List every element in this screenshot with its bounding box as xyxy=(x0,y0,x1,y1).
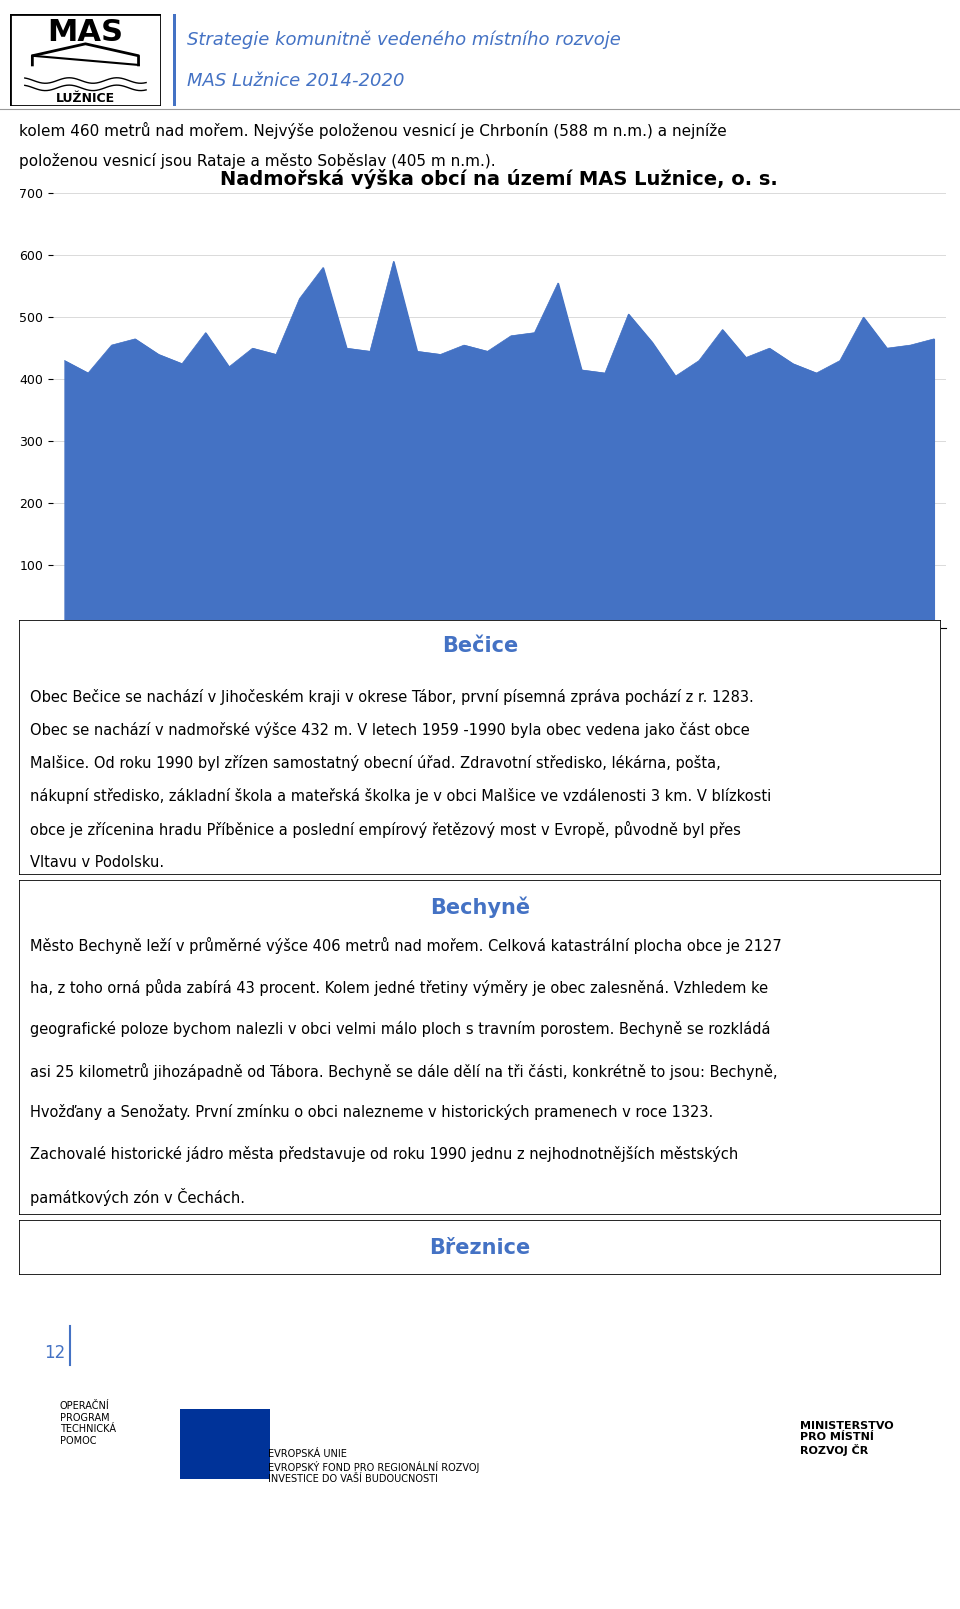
FancyBboxPatch shape xyxy=(180,1408,270,1479)
Text: obce je zřícenina hradu Příběnice a poslední empírový řetězový most v Evropě, pů: obce je zřícenina hradu Příběnice a posl… xyxy=(31,822,741,838)
Text: Malšice. Od roku 1990 byl zřízen samostatný obecní úřad. Zdravotní středisko, lé: Malšice. Od roku 1990 byl zřízen samosta… xyxy=(31,755,721,771)
Text: ha, z toho orná půda zabírá 43 procent. Kolem jedné třetiny výměry je obec zales: ha, z toho orná půda zabírá 43 procent. … xyxy=(31,978,768,996)
Text: geografické poloze bychom nalezli v obci velmi málo ploch s travním porostem. Be: geografické poloze bychom nalezli v obci… xyxy=(31,1020,771,1036)
Text: LUŽNICE: LUŽNICE xyxy=(56,92,115,105)
Text: Hvožďany a Senožaty. První zmínku o obci nalezneme v historických pramenech v ro: Hvožďany a Senožaty. První zmínku o obci… xyxy=(31,1104,713,1120)
Text: Bečice: Bečice xyxy=(442,636,518,655)
Text: kolem 460 metrů nad mořem. Nejvýše položenou vesnicí je Chrbonín (588 m n.m.) a : kolem 460 metrů nad mořem. Nejvýše polož… xyxy=(19,122,727,140)
Text: Bechyně: Bechyně xyxy=(430,896,530,917)
Text: Strategie komunitně vedeného místního rozvoje: Strategie komunitně vedeného místního ro… xyxy=(187,31,621,50)
Text: MINISTERSTVO
PRO MÍSTNÍ
ROZVOJ ČR: MINISTERSTVO PRO MÍSTNÍ ROZVOJ ČR xyxy=(800,1421,894,1456)
FancyBboxPatch shape xyxy=(19,1220,941,1274)
Text: Březnice: Březnice xyxy=(429,1237,531,1258)
Text: položenou vesnicí jsou Rataje a město Soběslav (405 m n.m.).: položenou vesnicí jsou Rataje a město So… xyxy=(19,153,495,169)
Text: OPERAČNÍ
PROGRAM
TECHNICKÁ
POMOC: OPERAČNÍ PROGRAM TECHNICKÁ POMOC xyxy=(60,1401,116,1446)
Text: 12: 12 xyxy=(44,1345,65,1363)
Text: Vltavu v Podolsku.: Vltavu v Podolsku. xyxy=(31,854,164,869)
FancyBboxPatch shape xyxy=(10,14,161,106)
Text: Město Bechyně leží v průměrné výšce 406 metrů nad mořem. Celková katastrální plo: Město Bechyně leží v průměrné výšce 406 … xyxy=(31,936,782,954)
Text: Obec Bečice se nachází v Jihočeském kraji v okrese Tábor, první písemná zpráva p: Obec Bečice se nachází v Jihočeském kraj… xyxy=(31,689,754,705)
Text: asi 25 kilometrů jihozápadně od Tábora. Bechyně se dále dělí na tři části, konkr: asi 25 kilometrů jihozápadně od Tábora. … xyxy=(31,1062,778,1080)
Text: nákupní středisko, základní škola a mateřská školka je v obci Malšice ve vzdálen: nákupní středisko, základní škola a mate… xyxy=(31,788,772,804)
Text: Zachovalé historické jádro města představuje od roku 1990 jednu z nejhodnotnější: Zachovalé historické jádro města předsta… xyxy=(31,1146,738,1162)
Text: MAS Lužnice 2014-2020: MAS Lužnice 2014-2020 xyxy=(187,71,405,90)
Text: památkových zón v Čechách.: památkových zón v Čechách. xyxy=(31,1187,245,1207)
FancyBboxPatch shape xyxy=(19,619,941,875)
Title: Nadmořská výška obcí na území MAS Lužnice, o. s.: Nadmořská výška obcí na území MAS Lužnic… xyxy=(221,169,778,188)
Text: MAS: MAS xyxy=(47,18,124,47)
Text: EVROPSKÁ UNIE
EVROPSKÝ FOND PRO REGIONÁLNÍ ROZVOJ
INVESTICE DO VAŠÍ BUDOUCNOSTI: EVROPSKÁ UNIE EVROPSKÝ FOND PRO REGIONÁL… xyxy=(268,1448,479,1485)
FancyBboxPatch shape xyxy=(19,880,941,1215)
Text: Obec se nachází v nadmořské výšce 432 m. V letech 1959 -1990 byla obec vedena ja: Obec se nachází v nadmořské výšce 432 m.… xyxy=(31,722,750,739)
